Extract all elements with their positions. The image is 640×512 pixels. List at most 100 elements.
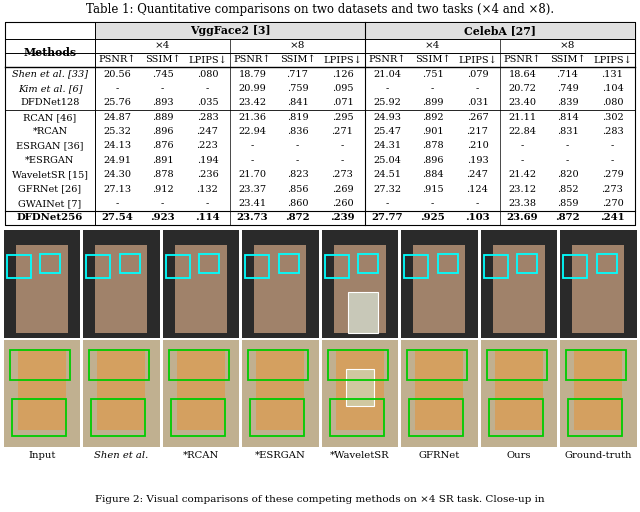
Bar [408,350,467,380]
Text: 24.87: 24.87 [104,113,131,122]
Bar [334,245,385,333]
Bar [163,230,239,337]
Bar [560,339,637,447]
Bar [12,399,65,436]
Bar [324,255,349,279]
Bar [487,350,547,380]
Text: -: - [296,156,299,165]
Text: Figure 2: Visual comparisons of these competing methods on ×4 SR task. Close-up : Figure 2: Visual comparisons of these co… [95,496,545,504]
Text: .241: .241 [600,214,625,222]
Text: .035: .035 [196,98,218,108]
Text: 22.94: 22.94 [239,127,266,136]
Bar [10,350,70,380]
Text: -: - [251,156,254,165]
Text: ×8: ×8 [290,41,305,51]
Text: *RCAN: *RCAN [182,452,219,460]
Text: 23.40: 23.40 [509,98,536,108]
Text: .717: .717 [287,70,308,79]
Text: -: - [431,84,434,93]
Bar [415,349,463,430]
Text: 23.37: 23.37 [239,185,267,194]
Text: .759: .759 [287,84,308,93]
Bar [90,350,149,380]
Bar [166,255,189,279]
Bar [255,245,306,333]
Text: .923: .923 [150,214,175,222]
Text: ×4: ×4 [155,41,170,51]
Text: .751: .751 [422,70,444,79]
Text: .859: .859 [557,199,579,208]
Text: GWAINet [7]: GWAINet [7] [19,199,82,208]
Text: *RCAN: *RCAN [33,127,68,136]
Text: 18.64: 18.64 [509,70,536,79]
Text: 25.04: 25.04 [374,156,401,165]
Text: -: - [341,141,344,151]
Text: 18.79: 18.79 [239,70,266,79]
Bar [86,255,110,279]
Text: PSNR↑: PSNR↑ [234,55,271,65]
Bar [560,230,637,337]
Text: .901: .901 [422,127,444,136]
Bar [199,253,219,273]
Text: -: - [251,141,254,151]
Text: LPIPS↓: LPIPS↓ [458,55,497,65]
Text: Shen et al.: Shen et al. [94,452,148,460]
Text: .915: .915 [422,185,444,194]
Text: .884: .884 [422,170,444,179]
Bar [278,253,298,273]
Text: .856: .856 [287,185,308,194]
Bar [413,245,465,333]
Text: -: - [161,84,164,93]
Text: 21.36: 21.36 [239,113,266,122]
Bar [358,253,378,273]
Bar [348,292,378,333]
Text: 25.76: 25.76 [104,98,131,108]
Text: .891: .891 [152,156,173,165]
Bar [250,399,304,436]
Bar [321,339,398,447]
Text: .267: .267 [467,113,488,122]
Bar [3,339,80,447]
Text: PSNR↑: PSNR↑ [504,55,541,65]
Bar [596,253,616,273]
Text: 24.30: 24.30 [104,170,131,179]
Text: 21.70: 21.70 [239,170,266,179]
Text: Kim et al. [6]: Kim et al. [6] [18,84,83,93]
Bar [169,350,228,380]
Text: .295: .295 [332,113,353,122]
Bar [409,399,463,436]
Bar [401,339,477,447]
Text: -: - [341,156,344,165]
Bar [404,255,428,279]
Bar [18,349,65,430]
Text: 23.69: 23.69 [507,214,538,222]
Text: ×8: ×8 [560,41,575,51]
Text: .239: .239 [330,214,355,222]
Text: Ground-truth: Ground-truth [564,452,632,460]
Text: 21.42: 21.42 [508,170,536,179]
Bar [5,22,635,225]
Text: .283: .283 [196,113,218,122]
Text: Shen et al. [33]: Shen et al. [33] [12,70,88,79]
Text: GFRNet [26]: GFRNet [26] [19,185,81,194]
Text: .899: .899 [422,98,444,108]
Text: .223: .223 [196,141,218,151]
Text: .878: .878 [422,141,444,151]
Bar [95,22,365,39]
Text: WaveletSR [15]: WaveletSR [15] [12,170,88,179]
Text: RCAN [46]: RCAN [46] [24,113,77,122]
Text: 24.93: 24.93 [374,113,401,122]
Text: .079: .079 [467,70,488,79]
Text: .071: .071 [332,98,353,108]
Bar [175,245,227,333]
Text: .279: .279 [602,170,623,179]
Text: -: - [431,199,434,208]
Text: 20.99: 20.99 [239,84,266,93]
Text: -: - [611,156,614,165]
Text: 25.47: 25.47 [374,127,401,136]
Bar [177,349,225,430]
Text: SSIM↑: SSIM↑ [145,55,180,65]
Text: 24.91: 24.91 [104,156,131,165]
Text: .193: .193 [467,156,488,165]
Bar [120,253,140,273]
